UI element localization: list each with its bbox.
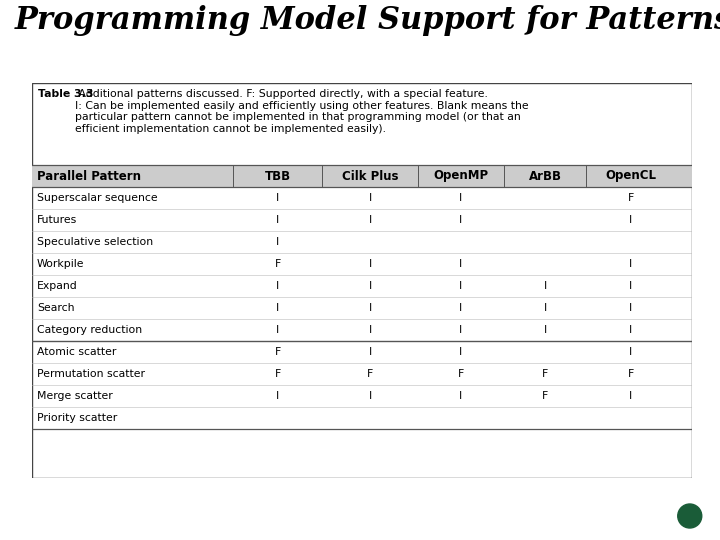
Text: I: I bbox=[369, 215, 372, 225]
Text: I: I bbox=[459, 281, 463, 291]
Text: I: I bbox=[276, 193, 279, 203]
Text: Workpile: Workpile bbox=[37, 259, 84, 269]
Text: I: I bbox=[629, 347, 633, 357]
Text: I: I bbox=[276, 391, 279, 401]
Text: ArBB: ArBB bbox=[528, 170, 562, 183]
Text: I: I bbox=[544, 281, 546, 291]
Text: Additional patterns discussed. F: Supported directly, with a special feature.
I:: Additional patterns discussed. F: Suppor… bbox=[75, 89, 528, 134]
Text: I: I bbox=[629, 325, 633, 335]
Text: I: I bbox=[276, 281, 279, 291]
Text: Speculative selection: Speculative selection bbox=[37, 237, 153, 247]
Text: 67: 67 bbox=[644, 516, 657, 526]
Text: I: I bbox=[459, 303, 463, 313]
Text: F: F bbox=[542, 369, 548, 379]
Text: F: F bbox=[628, 369, 634, 379]
Text: I: I bbox=[369, 391, 372, 401]
Text: I: I bbox=[276, 303, 279, 313]
Text: Expand: Expand bbox=[37, 281, 78, 291]
Text: Superscalar sequence: Superscalar sequence bbox=[37, 193, 158, 203]
Text: I: I bbox=[276, 215, 279, 225]
Text: F: F bbox=[275, 347, 281, 357]
Text: I: I bbox=[629, 303, 633, 313]
Text: I: I bbox=[459, 215, 463, 225]
Text: Atomic scatter: Atomic scatter bbox=[37, 347, 117, 357]
Text: I: I bbox=[629, 391, 633, 401]
Text: I: I bbox=[276, 325, 279, 335]
Text: Priority scatter: Priority scatter bbox=[37, 413, 117, 423]
Text: Category reduction: Category reduction bbox=[37, 325, 142, 335]
Text: I: I bbox=[544, 325, 546, 335]
Text: I: I bbox=[459, 259, 463, 269]
Text: I: I bbox=[629, 259, 633, 269]
Text: Cilk Plus: Cilk Plus bbox=[342, 170, 398, 183]
Text: OpenCL: OpenCL bbox=[606, 170, 657, 183]
Text: Programming Model Support for Patterns: Programming Model Support for Patterns bbox=[14, 5, 720, 36]
Text: I: I bbox=[276, 237, 279, 247]
Text: I: I bbox=[459, 391, 463, 401]
Text: Table 3.3: Table 3.3 bbox=[38, 89, 94, 99]
Text: I: I bbox=[369, 193, 372, 203]
Text: UNIVERSITY
OF OREGON: UNIVERSITY OF OREGON bbox=[712, 522, 720, 531]
Text: I: I bbox=[629, 281, 633, 291]
Circle shape bbox=[678, 504, 702, 528]
Text: I: I bbox=[629, 215, 633, 225]
Text: Futures: Futures bbox=[37, 215, 77, 225]
Text: I: I bbox=[369, 325, 372, 335]
Text: I: I bbox=[369, 347, 372, 357]
Text: TBB: TBB bbox=[265, 170, 291, 183]
Text: I: I bbox=[369, 281, 372, 291]
Text: OpenMP: OpenMP bbox=[433, 170, 489, 183]
Text: F: F bbox=[275, 259, 281, 269]
Text: I: I bbox=[459, 347, 463, 357]
Text: I: I bbox=[459, 325, 463, 335]
Text: Merge scatter: Merge scatter bbox=[37, 391, 113, 401]
Text: I: I bbox=[459, 193, 463, 203]
Text: Permutation scatter: Permutation scatter bbox=[37, 369, 145, 379]
Text: Lecture 5 – Parallel Programming Patterns - Map: Lecture 5 – Parallel Programming Pattern… bbox=[374, 516, 626, 526]
Text: I: I bbox=[369, 259, 372, 269]
Circle shape bbox=[670, 496, 710, 536]
Text: F: F bbox=[458, 369, 464, 379]
Text: F: F bbox=[275, 369, 281, 379]
Text: F: F bbox=[628, 193, 634, 203]
Text: I: I bbox=[544, 303, 546, 313]
Bar bbox=[32, 165, 692, 187]
Text: F: F bbox=[542, 391, 548, 401]
Text: Search: Search bbox=[37, 303, 74, 313]
Text: F: F bbox=[367, 369, 374, 379]
Text: Parallel Pattern: Parallel Pattern bbox=[37, 170, 141, 183]
Text: Introduction to Parallel Computing, University of Oregon, IPCC: Introduction to Parallel Computing, Univ… bbox=[8, 516, 333, 526]
Text: I: I bbox=[369, 303, 372, 313]
